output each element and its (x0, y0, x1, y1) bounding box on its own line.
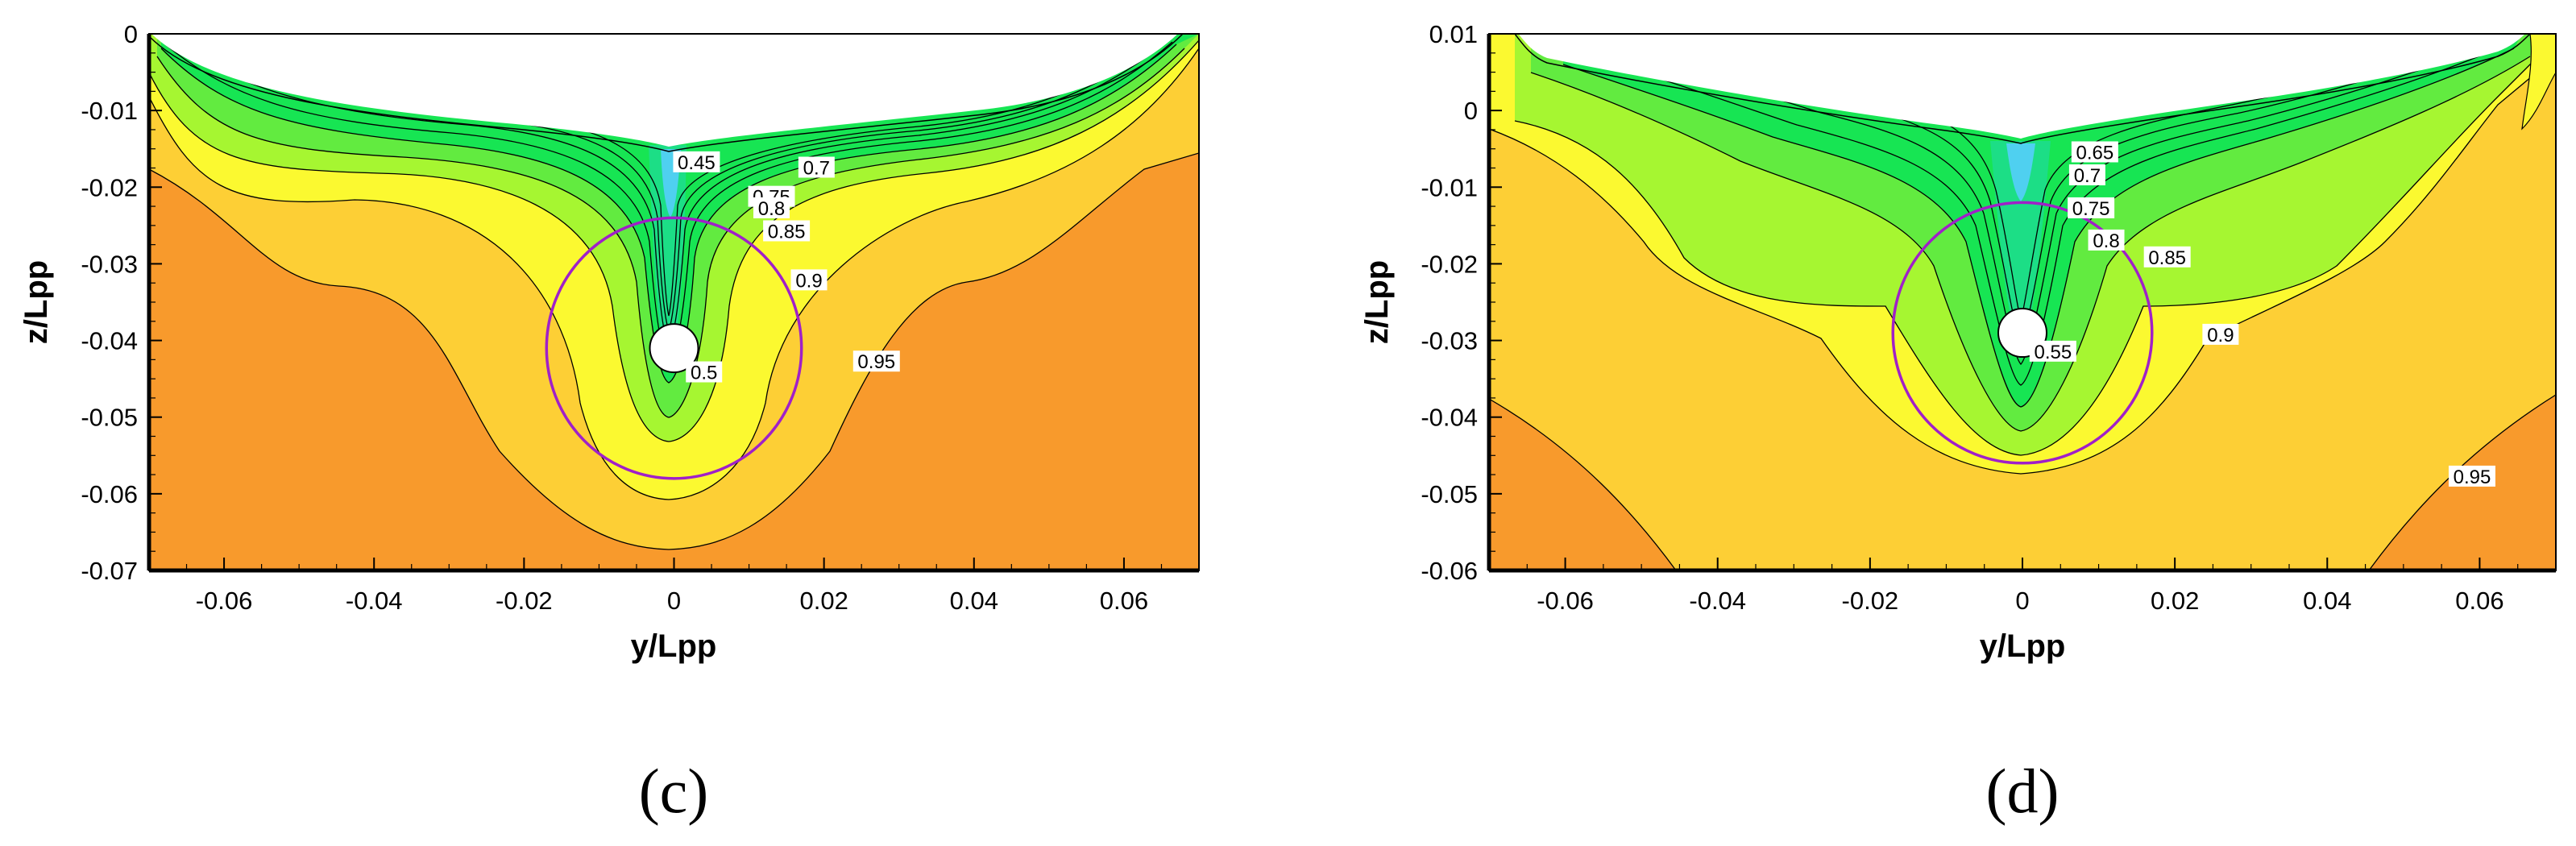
x-tick-label: 0 (2015, 587, 2029, 615)
x-axis-label-c: y/Lpp (631, 628, 717, 664)
contour-label-bg (852, 350, 900, 372)
contour-label-bg (2071, 141, 2118, 163)
contour-label: 0.95 (2454, 467, 2491, 488)
contour-label-bg (2068, 197, 2115, 218)
x-tick-label: -0.04 (346, 587, 403, 615)
contour-label: 0.95 (857, 351, 895, 373)
y-tick-label: -0.03 (81, 250, 138, 278)
hub-c (649, 323, 699, 374)
x-tick-label: 0.04 (950, 587, 998, 615)
y-tick-label: -0.06 (81, 480, 138, 508)
y-axis-label-c: z/Lpp (19, 260, 54, 344)
y-tick-label: -0.03 (1421, 327, 1478, 355)
y-tick-label: -0.05 (1421, 480, 1478, 508)
contour-field-d (1489, 34, 2556, 570)
contour-label-bg (763, 220, 811, 242)
y-tick-label: -0.02 (81, 173, 138, 201)
panel-label-d: (d) (1986, 756, 2060, 826)
contour-label: 0.7 (803, 158, 830, 180)
contour-label-bg (2029, 340, 2076, 362)
x-tick-label: 0.02 (799, 587, 848, 615)
contour-label-bg (2088, 229, 2125, 251)
x-tick-label: -0.02 (496, 587, 553, 615)
y-tick-label: -0.01 (81, 97, 138, 125)
contour-label: 0.65 (2076, 142, 2113, 164)
contour-label-bg (673, 151, 720, 172)
x-tick-label: -0.04 (1689, 587, 1746, 615)
contour-label-bg (2448, 465, 2495, 487)
y-tick-label: -0.02 (1421, 250, 1478, 278)
contour-label: 0.75 (2072, 198, 2110, 220)
contour-label-bg (2068, 164, 2105, 186)
y-tick-label: -0.07 (81, 557, 138, 585)
y-tick-label: -0.04 (1421, 404, 1478, 432)
chart-d: -0.06 -0.04 -0.02 0 0.02 0.04 0.06 0.01 0 -0.01 -0… (1359, 20, 2557, 826)
propeller-disk-circle (545, 216, 803, 480)
x-tick-label: -0.06 (196, 587, 253, 615)
contour-label: 0.85 (2148, 247, 2186, 269)
contour-label-bg (753, 197, 790, 218)
propeller-disk-c (545, 216, 803, 480)
x-tick-label: -0.02 (1842, 587, 1899, 615)
contour-label: 0.9 (795, 270, 822, 292)
contour-label: 0.8 (2093, 230, 2119, 252)
x-tick-label: 0 (667, 587, 681, 615)
x-tick-label: 0.06 (1100, 587, 1148, 615)
contour-labels-d: 0.650.7 0.75 0.8 0.85 0.9 0.95 0.55 (2029, 141, 2495, 488)
x-tick-label: 0.02 (2151, 587, 2199, 615)
y-tick-label: -0.01 (1421, 173, 1478, 201)
hub-circle (649, 323, 699, 374)
contour-label: 0.9 (2207, 325, 2234, 346)
y-tick-label: 0.01 (1429, 20, 1478, 48)
y-axis-label-d: z/Lpp (1359, 260, 1395, 344)
axis-ticks-c: -0.06 -0.04 -0.02 0 0.02 0.04 0.06 0 -0.01 -0.02 -… (81, 20, 1200, 615)
contour-label-bg (2202, 323, 2239, 345)
y-tick-label: -0.06 (1421, 557, 1478, 585)
propeller-disk-d (1891, 201, 2154, 465)
contour-label-bg (790, 269, 828, 291)
contour-label-bg (686, 361, 723, 383)
x-axis-label-d: y/Lpp (1980, 628, 2066, 664)
contour-field-c (149, 34, 1199, 570)
contour-label: 0.8 (758, 198, 785, 220)
x-tick-label: 0.04 (2303, 587, 2351, 615)
contour-label: 0.45 (678, 152, 716, 174)
axis-ticks-d: -0.06 -0.04 -0.02 0 0.02 0.04 0.06 0.01 0 -0.01 -0… (1421, 20, 2557, 615)
contour-label: 0.85 (768, 221, 806, 243)
y-tick-label: 0 (124, 20, 138, 48)
contour-label: 0.7 (2074, 165, 2101, 187)
x-tick-label: 0.06 (2455, 587, 2503, 615)
propeller-disk-circle (1891, 201, 2154, 465)
chart-c: -0.06 -0.04 -0.02 0 0.02 0.04 0.06 0 -0.01 -0.02 -… (19, 20, 1200, 826)
contour-label-bg (798, 156, 835, 178)
x-tick-label: -0.06 (1537, 587, 1594, 615)
y-tick-label: -0.05 (81, 404, 138, 432)
contour-label: 0.55 (2034, 342, 2072, 363)
y-tick-label: 0 (1464, 97, 1478, 125)
contour-label: 0.5 (691, 363, 717, 384)
y-tick-label: -0.04 (81, 327, 138, 355)
contour-label-bg (2143, 246, 2191, 267)
contour-labels-c: 0.450.70.750.80.850.90.950.5 (673, 151, 900, 384)
panel-label-c: (c) (639, 756, 709, 826)
